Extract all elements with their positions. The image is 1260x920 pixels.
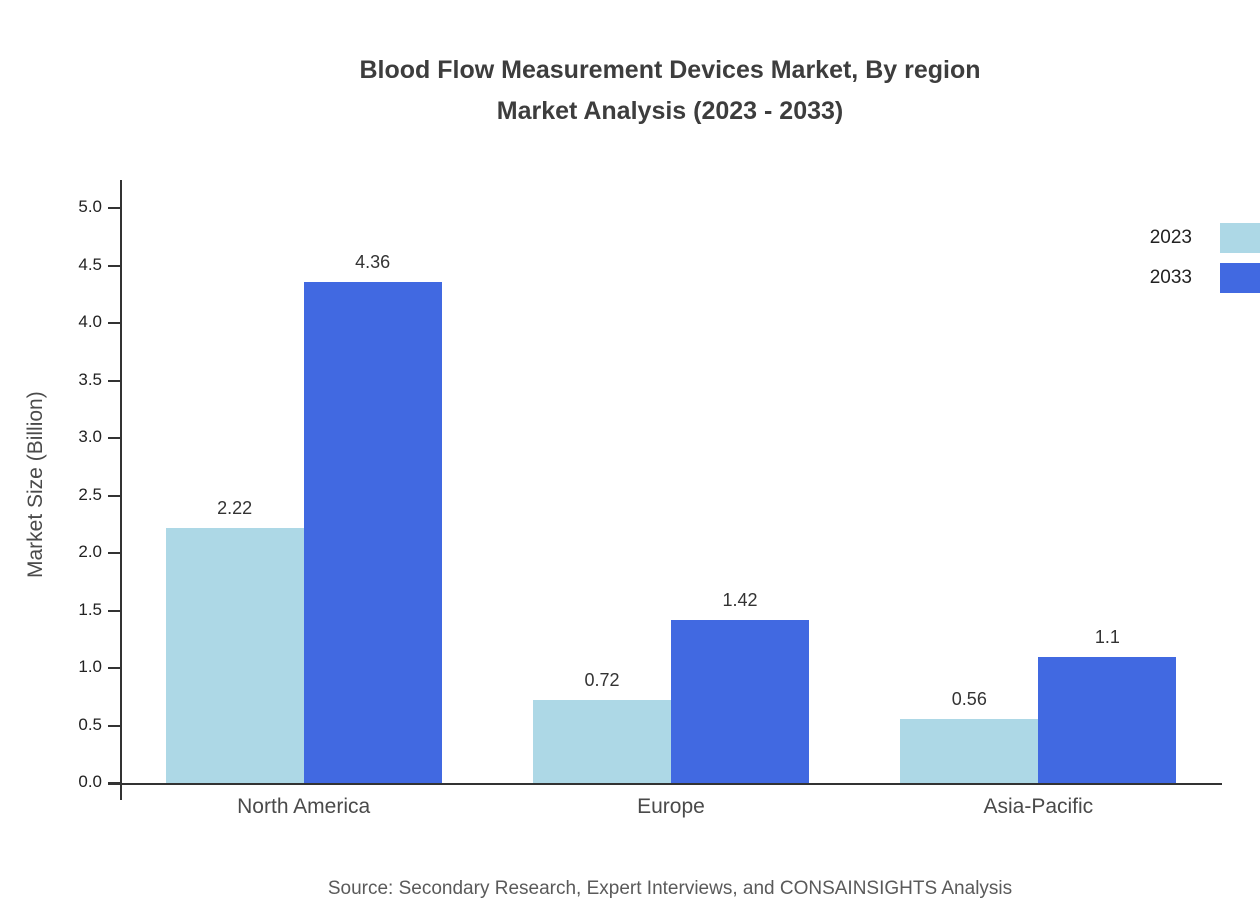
y-tick-mark	[108, 322, 120, 324]
bar-2033-0	[303, 281, 442, 783]
chart-title: Blood Flow Measurement Devices Market, B…	[80, 50, 1260, 132]
y-tick-label: 4.0	[78, 312, 102, 331]
legend-label: 2023	[1149, 227, 1192, 248]
bar-2023-0	[165, 527, 304, 783]
y-tick-label: 3.5	[78, 369, 102, 389]
y-tick-label: 2.0	[78, 542, 102, 561]
y-tick-mark	[108, 494, 120, 497]
y-tick-mark	[108, 264, 120, 267]
y-tick-label: 0.5	[78, 714, 102, 734]
y-tick-mark	[108, 379, 120, 382]
source-note: Source: Secondary Research, Expert Inter…	[327, 878, 1013, 899]
y-tick-mark	[108, 724, 120, 727]
y-tick-mark	[108, 609, 120, 612]
x-category-label: Europe	[637, 795, 705, 818]
legend-swatch	[1220, 223, 1260, 253]
x-category-label: Asia-Pacific	[983, 795, 1094, 818]
bar-value-label: 1.42	[722, 589, 758, 610]
legend-label: 2033	[1149, 267, 1192, 288]
chart-title-line2: Market Analysis (2023 - 2033)	[496, 97, 844, 125]
y-tick-label: 3.0	[78, 427, 102, 446]
bar-2033-2	[1038, 656, 1177, 783]
legend-item-2023: 2023	[1150, 218, 1260, 258]
y-tick-label: 1.5	[78, 599, 102, 619]
y-tick-mark	[108, 667, 120, 669]
y-tick-mark	[108, 437, 120, 439]
bar-2023-1	[533, 700, 671, 783]
legend: 2023 2033	[1150, 218, 1260, 298]
y-tick-mark	[108, 207, 120, 209]
y-tick-label: 1.0	[78, 657, 102, 676]
y-tick-label: 5.0	[78, 197, 102, 216]
chart-title-line1: Blood Flow Measurement Devices Market, B…	[359, 56, 981, 84]
bar-value-label: 2.22	[217, 497, 253, 518]
legend-item-2033: 2033	[1150, 258, 1260, 298]
y-axis-line	[120, 180, 122, 800]
bar-value-label: 0.72	[584, 670, 620, 691]
x-axis-line	[108, 783, 1222, 785]
y-tick-label: 0.0	[78, 772, 102, 791]
bar-value-label: 0.56	[951, 688, 987, 709]
bar-value-label: 4.36	[355, 251, 391, 272]
bar-2033-1	[671, 619, 809, 783]
y-tick-mark	[108, 782, 120, 784]
x-category-label: North America	[237, 795, 371, 818]
y-tick-mark	[108, 552, 120, 554]
bar-2023-2	[900, 718, 1039, 783]
bar-value-label: 1.1	[1094, 626, 1120, 647]
y-tick-label: 2.5	[78, 484, 102, 504]
legend-swatch	[1220, 263, 1260, 293]
y-tick-label: 4.5	[78, 254, 102, 274]
